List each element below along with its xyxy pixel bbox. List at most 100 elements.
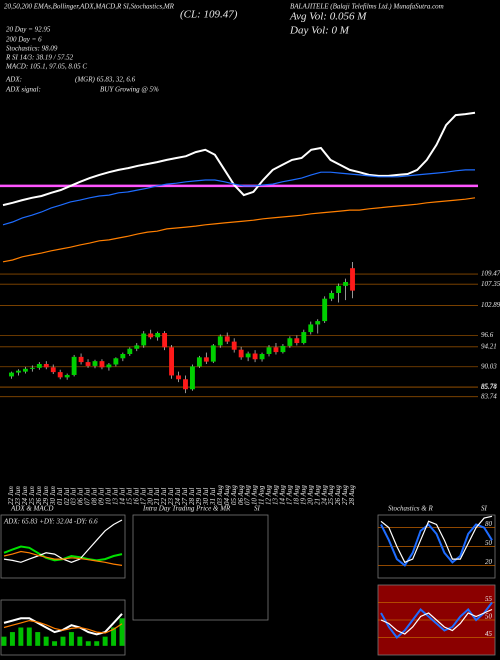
candle-body bbox=[287, 338, 293, 346]
x-tick-label: 27 Aug bbox=[341, 485, 349, 505]
candle-body bbox=[176, 375, 181, 380]
macd-bar bbox=[94, 641, 100, 646]
indicator-line bbox=[3, 550, 123, 566]
panel-title: Intra Day Trading Price & MR bbox=[142, 505, 231, 513]
macd-bar bbox=[77, 636, 83, 646]
x-tick-label: 30 Jun bbox=[49, 486, 57, 506]
candle-body bbox=[238, 349, 244, 358]
candle-body bbox=[148, 333, 154, 338]
candle-body bbox=[329, 292, 335, 299]
x-tick-label: 03 Aug bbox=[216, 485, 224, 505]
adx-label: ADX: bbox=[5, 76, 22, 84]
candle-body bbox=[162, 333, 168, 348]
candle-body bbox=[141, 333, 147, 346]
candle-body bbox=[78, 356, 84, 363]
x-tick-label: 29 Jun bbox=[42, 486, 50, 505]
x-tick-label: 20 Aug bbox=[306, 485, 314, 505]
indicator-line bbox=[2, 169, 475, 226]
macd-bar bbox=[35, 632, 41, 646]
macd-bar bbox=[111, 627, 117, 646]
candle-body bbox=[203, 357, 209, 362]
x-tick-label: 05 Aug bbox=[230, 485, 238, 505]
indicator-list: 20,50,200 EMAs,Bollinger,ADX,MACD,R SI,S… bbox=[4, 3, 175, 11]
x-tick-label: 15 Jul bbox=[125, 488, 133, 505]
candle-body bbox=[210, 345, 216, 362]
candle-body bbox=[64, 374, 70, 378]
macd-bar bbox=[68, 632, 74, 646]
x-tick-label: 01 Jul bbox=[56, 488, 64, 505]
x-tick-label: 24 Jul bbox=[174, 488, 182, 505]
candle-body bbox=[259, 353, 265, 360]
avg-vol: Avg Vol: 0.056 M bbox=[289, 11, 367, 23]
x-tick-label: 06 Aug bbox=[237, 485, 245, 505]
indicator-line bbox=[3, 619, 123, 634]
panel-legend: ADX: 65.83 +DY: 32.04 -DY: 6.6 bbox=[3, 518, 98, 526]
macd: MACD: 105.1, 97.05, 8.05 C bbox=[5, 63, 87, 71]
candle-body bbox=[196, 357, 202, 367]
x-tick-label: 28 Aug bbox=[348, 485, 356, 505]
candle-body bbox=[294, 338, 300, 344]
candle-body bbox=[273, 347, 279, 353]
candle-body bbox=[308, 324, 314, 333]
macd-bar bbox=[60, 636, 66, 646]
candle-body bbox=[252, 353, 258, 360]
y-tick-label: 85.74 bbox=[481, 383, 497, 391]
candle-body bbox=[36, 364, 42, 368]
x-tick-label: 19 Aug bbox=[299, 485, 307, 505]
candle-body bbox=[183, 379, 188, 390]
candle-body bbox=[9, 372, 14, 377]
company: BALAJITELE (Balaji Telefilms Ltd.) Munaf… bbox=[290, 3, 444, 11]
candle-body bbox=[22, 368, 28, 372]
x-tick-label: 20 Jul bbox=[146, 488, 154, 505]
x-tick-label: 22 Jun bbox=[7, 486, 15, 505]
candle-body bbox=[350, 268, 355, 291]
candle-body bbox=[29, 367, 35, 369]
y-tick-label: 50 bbox=[485, 613, 493, 621]
candle-body bbox=[113, 358, 119, 365]
ema20: 20 Day = 92.95 bbox=[6, 26, 51, 34]
candle-body bbox=[322, 298, 328, 322]
indicator-line bbox=[380, 608, 493, 635]
macd-bar bbox=[9, 632, 15, 646]
y-tick-label: 20 bbox=[485, 558, 493, 566]
adx-signal: BUY Growing @ 5% bbox=[100, 86, 159, 94]
macd-bar bbox=[52, 641, 58, 646]
x-tick-label: 09 Jul bbox=[98, 488, 106, 505]
x-tick-label: 21 Jul bbox=[153, 488, 161, 505]
y-tick-label: 83.74 bbox=[481, 392, 497, 400]
x-tick-label: 24 Aug bbox=[320, 485, 328, 505]
adx-signal-label: ADX signal: bbox=[5, 86, 41, 94]
macd-bar bbox=[43, 636, 49, 646]
candle-body bbox=[315, 321, 321, 325]
x-tick-label: 13 Jul bbox=[111, 488, 119, 505]
adx-values: (MGR) 65.83, 32, 6.6 bbox=[75, 76, 136, 84]
x-tick-label: 23 Jul bbox=[167, 488, 175, 505]
indicator-line bbox=[380, 523, 493, 567]
x-tick-label: 04 Aug bbox=[223, 485, 231, 505]
x-tick-label: 16 Jul bbox=[132, 488, 140, 505]
x-tick-label: 13 Aug bbox=[272, 485, 280, 505]
candle-body bbox=[99, 361, 105, 368]
indicator-line bbox=[380, 601, 493, 639]
x-tick-label: 10 Aug bbox=[251, 485, 259, 505]
x-tick-label: 25 Aug bbox=[327, 485, 335, 505]
x-tick-label: 17 Jul bbox=[139, 488, 147, 505]
x-tick-label: 07 Jul bbox=[84, 488, 92, 505]
x-tick-label: 03 Jul bbox=[70, 488, 78, 505]
x-tick-label: 07 Aug bbox=[244, 485, 252, 505]
x-tick-label: 08 Jul bbox=[91, 488, 99, 505]
candle-body bbox=[343, 282, 348, 286]
candle-body bbox=[85, 362, 91, 366]
x-tick-label: 26 Aug bbox=[334, 485, 342, 505]
y-tick-label: 94.21 bbox=[481, 342, 497, 350]
macd-bar bbox=[85, 641, 91, 646]
macd-bar bbox=[1, 636, 7, 646]
candle-body bbox=[217, 336, 223, 346]
indicator-line bbox=[2, 197, 476, 263]
candle-body bbox=[134, 345, 140, 349]
candle-body bbox=[106, 364, 112, 368]
candle-body bbox=[190, 366, 195, 390]
x-tick-label: 23 Jun bbox=[14, 486, 22, 505]
candle-body bbox=[224, 336, 230, 342]
